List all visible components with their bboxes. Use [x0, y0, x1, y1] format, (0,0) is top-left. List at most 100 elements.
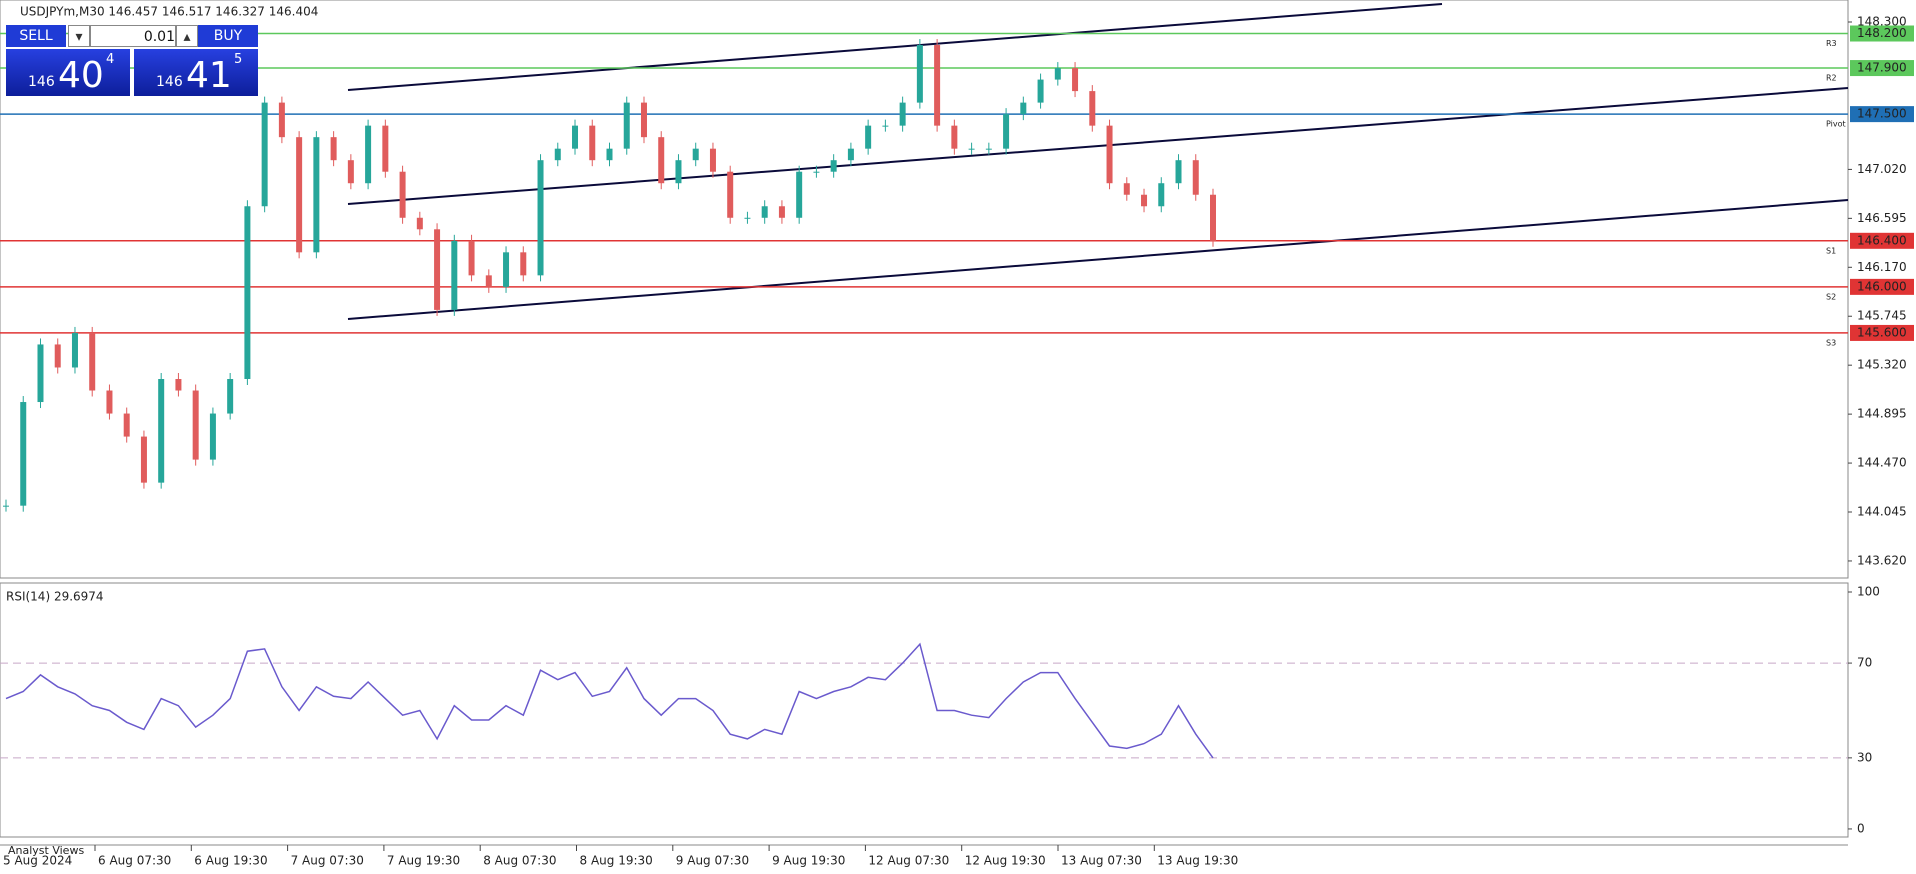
x-tick-label: 12 Aug 19:30 [965, 854, 1046, 868]
candle [934, 45, 941, 126]
level-tag [1850, 324, 1914, 341]
candle [20, 402, 27, 506]
buy-button[interactable]: BUY [198, 25, 258, 47]
candle [278, 102, 285, 138]
candle [640, 102, 647, 138]
bid-big: 146 [28, 74, 55, 90]
candle [813, 171, 820, 173]
x-tick-label: 8 Aug 19:30 [580, 854, 653, 868]
candle [192, 390, 199, 460]
candle [330, 137, 337, 161]
candle [106, 390, 113, 414]
main-panel [0, 0, 1849, 579]
candle [3, 505, 9, 507]
level-name: Pivot [1826, 120, 1846, 129]
level-tag [1850, 106, 1914, 123]
bid-main: 40 [58, 55, 104, 96]
y-tick-label: 147.020 [1857, 162, 1907, 176]
candle [658, 137, 665, 184]
candle [1037, 79, 1044, 103]
candle [968, 148, 975, 150]
y-tick-label: 146.170 [1857, 260, 1907, 274]
candle [606, 148, 613, 161]
candle [416, 217, 423, 230]
candle [1106, 125, 1113, 184]
candle [1175, 160, 1182, 184]
y-tick-label: 145.320 [1857, 358, 1907, 372]
candle [830, 160, 837, 172]
x-tick-label: 7 Aug 19:30 [387, 854, 460, 868]
x-tick-label: 13 Aug 07:30 [1061, 854, 1142, 868]
candle [71, 332, 78, 368]
candle [1072, 68, 1079, 92]
lot-input[interactable]: 0.01 [90, 25, 176, 47]
candle [54, 344, 61, 368]
candle [727, 171, 734, 218]
candle [175, 378, 182, 391]
candle [1020, 102, 1027, 115]
candle [916, 45, 923, 103]
candle [1210, 194, 1216, 241]
bid-sup: 4 [106, 52, 115, 67]
symbol-header: USDJPYm,M30 146.457 146.517 146.327 146.… [20, 5, 318, 19]
y-tick-label: 145.745 [1857, 309, 1907, 323]
x-tick-label: 6 Aug 19:30 [194, 854, 267, 868]
candle [520, 252, 527, 276]
candle [847, 148, 854, 161]
level-tag [1850, 60, 1914, 77]
trend-line [347, 3, 1443, 91]
level-name: S1 [1826, 246, 1836, 255]
level-tag [1850, 25, 1914, 42]
candle [865, 125, 872, 149]
candle [382, 125, 389, 172]
candle [434, 229, 441, 310]
candle [227, 378, 234, 414]
tab-label[interactable]: Analyst Views [8, 844, 84, 857]
x-tick-label: 9 Aug 19:30 [772, 854, 845, 868]
x-tick-label: 8 Aug 07:30 [483, 854, 556, 868]
candle [589, 125, 596, 161]
candle [675, 160, 682, 184]
trend-line [347, 87, 1849, 205]
candle [296, 137, 303, 253]
sell-button[interactable]: SELL [6, 25, 66, 47]
candle [1192, 160, 1199, 195]
y-tick-label: 0 [1857, 821, 1865, 835]
candle [244, 206, 251, 379]
y-tick-label: 143.620 [1857, 553, 1907, 567]
level-label: 147.500 [1857, 107, 1907, 121]
bid-quote[interactable]: 146 40 4 [6, 49, 130, 96]
candle [761, 206, 768, 218]
candle [537, 160, 544, 276]
lot-down[interactable]: ▾ [68, 25, 90, 47]
candle [778, 206, 785, 218]
level-name: S2 [1826, 292, 1836, 301]
level-name: R3 [1826, 39, 1837, 48]
level-label: 145.600 [1857, 325, 1907, 339]
x-tick-label: 5 Aug 2024 [3, 854, 72, 868]
candle [744, 217, 751, 219]
candle [37, 344, 44, 403]
ask-quote[interactable]: 146 41 5 [134, 49, 258, 96]
rsi-line [5, 642, 1214, 759]
lot-up[interactable]: ▴ [176, 25, 198, 47]
ask-big: 146 [156, 74, 183, 90]
candle [882, 125, 889, 127]
trend-line [347, 199, 1849, 320]
y-tick-label: 30 [1857, 750, 1872, 764]
y-tick-label: 146.595 [1857, 211, 1907, 225]
candle [468, 240, 475, 276]
ask-main: 41 [186, 55, 232, 96]
candle [313, 137, 320, 253]
candle [985, 148, 992, 150]
level-label: 146.000 [1857, 279, 1907, 293]
candle [951, 125, 958, 149]
candle [709, 148, 716, 172]
candle [1141, 194, 1148, 207]
level-label: 146.400 [1857, 233, 1907, 247]
candle [899, 102, 906, 126]
candle [1123, 183, 1130, 195]
candle [140, 436, 147, 483]
